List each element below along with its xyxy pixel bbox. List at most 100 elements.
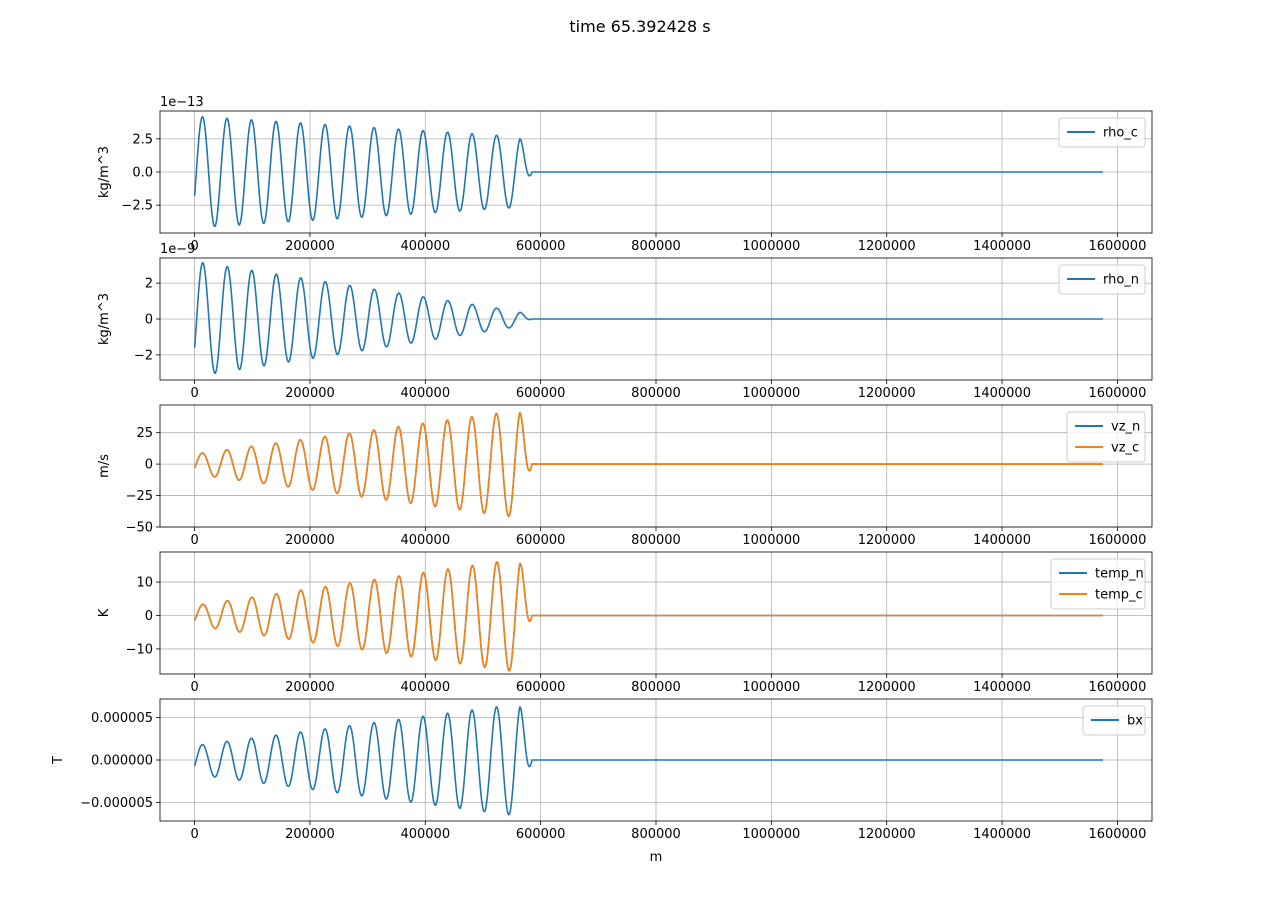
x-tick-label: 1000000 <box>742 239 800 254</box>
x-tick-label: 0 <box>190 386 198 401</box>
x-tick-label: 200000 <box>285 386 335 401</box>
x-axis-label: m <box>650 850 663 865</box>
x-tick-label: 600000 <box>516 386 566 401</box>
legend: bx <box>1082 705 1146 736</box>
y-offset-text: 1e−9 <box>160 242 195 257</box>
y-tick-label: 0 <box>145 458 153 473</box>
legend: rho_c <box>1058 117 1146 148</box>
y-tick-label: 0.000000 <box>91 754 153 769</box>
x-tick-label: 1200000 <box>858 533 916 548</box>
y-axis-label: m/s <box>97 454 112 478</box>
subplot-5: 0 200000 400000 600000 800000 1000000 1200000 1… <box>51 698 1153 865</box>
x-tick-label: 1400000 <box>973 680 1031 695</box>
legend-label-vz_n: vz_n <box>1111 420 1140 435</box>
series-line-rho_n <box>193 262 1103 375</box>
series-line-bx <box>193 706 1103 816</box>
x-tick-label: 400000 <box>400 827 450 842</box>
legend-label-temp_c: temp_c <box>1095 588 1143 603</box>
y-axis-label: T <box>51 756 66 765</box>
x-tick-label: 800000 <box>631 533 681 548</box>
legend-label-vz_c: vz_c <box>1111 441 1139 456</box>
figure-title: time 65.392428 s <box>569 17 710 36</box>
y-tick-label: −2 <box>134 348 153 363</box>
x-tick-label: 1000000 <box>742 533 800 548</box>
x-tick-label: 1600000 <box>1088 680 1146 695</box>
series-group <box>193 706 1103 816</box>
legend: rho_n <box>1058 264 1146 295</box>
y-axis-label: K <box>97 608 112 617</box>
x-tick-label: 1600000 <box>1088 386 1146 401</box>
x-tick-label: 1200000 <box>858 239 916 254</box>
y-tick-label: −50 <box>126 521 153 536</box>
x-tick-label: 1600000 <box>1088 533 1146 548</box>
series-line-temp_c <box>193 561 1103 672</box>
x-tick-label: 800000 <box>631 239 681 254</box>
x-tick-label: 1600000 <box>1088 827 1146 842</box>
legend: vz_n vz_c <box>1066 411 1146 463</box>
y-tick-label: 0 <box>145 313 153 328</box>
x-tick-label: 1400000 <box>973 827 1031 842</box>
subplot-4: 0 200000 400000 600000 800000 1000000 1200000 1… <box>97 551 1153 695</box>
legend-label-bx: bx <box>1127 714 1143 729</box>
x-tick-label: 400000 <box>400 386 450 401</box>
x-tick-label: 200000 <box>285 533 335 548</box>
y-tick-label: −2.5 <box>121 199 153 214</box>
x-tick-label: 400000 <box>400 680 450 695</box>
y-tick-label: 25 <box>136 426 153 441</box>
x-tick-label: 200000 <box>285 827 335 842</box>
legend-box <box>1058 264 1146 295</box>
series-group <box>193 561 1103 672</box>
series-line-rho_c <box>193 116 1103 228</box>
x-tick-label: 1000000 <box>742 386 800 401</box>
subplot-3: 0 200000 400000 600000 800000 1000000 1200000 1… <box>97 404 1153 548</box>
x-tick-label: 1200000 <box>858 827 916 842</box>
series-group <box>193 411 1103 518</box>
y-tick-label: −0.000005 <box>80 796 153 811</box>
x-tick-label: 1000000 <box>742 827 800 842</box>
legend-label-rho_c: rho_c <box>1103 126 1138 141</box>
series-group <box>193 262 1103 375</box>
y-tick-label: −25 <box>126 489 153 504</box>
y-tick-label: 2 <box>145 277 153 292</box>
y-axis-label: kg/m^3 <box>97 146 112 198</box>
x-tick-label: 1400000 <box>973 533 1031 548</box>
y-offset-text: 1e−13 <box>160 95 204 110</box>
x-tick-label: 800000 <box>631 680 681 695</box>
y-tick-label: 0.0 <box>132 166 153 181</box>
subplot-1: 0 200000 400000 600000 800000 1000000 1200000 1… <box>97 95 1153 254</box>
x-tick-label: 1200000 <box>858 680 916 695</box>
x-tick-label: 0 <box>190 680 198 695</box>
x-tick-label: 1600000 <box>1088 239 1146 254</box>
x-tick-label: 200000 <box>285 680 335 695</box>
x-tick-label: 800000 <box>631 827 681 842</box>
y-tick-label: 0.000005 <box>91 711 153 726</box>
y-tick-label: 2.5 <box>132 132 153 147</box>
x-tick-label: 800000 <box>631 386 681 401</box>
legend-box <box>1066 411 1146 463</box>
y-tick-label: 10 <box>136 576 153 591</box>
y-tick-label: 0 <box>145 609 153 624</box>
x-tick-label: 0 <box>190 827 198 842</box>
x-tick-label: 600000 <box>516 680 566 695</box>
x-tick-label: 400000 <box>400 533 450 548</box>
x-tick-label: 600000 <box>516 533 566 548</box>
legend-label-temp_n: temp_n <box>1095 567 1144 582</box>
x-tick-label: 0 <box>190 533 198 548</box>
x-tick-label: 1200000 <box>858 386 916 401</box>
series-group <box>193 116 1103 228</box>
x-tick-label: 200000 <box>285 239 335 254</box>
legend-box <box>1058 117 1146 148</box>
series-line-vz_c <box>193 411 1103 518</box>
y-tick-label: −10 <box>126 642 153 657</box>
subplot-2: 0 200000 400000 600000 800000 1000000 1200000 1… <box>97 242 1153 401</box>
x-tick-label: 600000 <box>516 239 566 254</box>
x-tick-label: 0 <box>190 239 198 254</box>
x-tick-label: 400000 <box>400 239 450 254</box>
legend-box <box>1050 558 1146 610</box>
x-tick-label: 600000 <box>516 827 566 842</box>
x-tick-label: 1000000 <box>742 680 800 695</box>
legend-label-rho_n: rho_n <box>1103 273 1139 288</box>
x-tick-label: 1400000 <box>973 239 1031 254</box>
y-axis-label: kg/m^3 <box>97 293 112 345</box>
